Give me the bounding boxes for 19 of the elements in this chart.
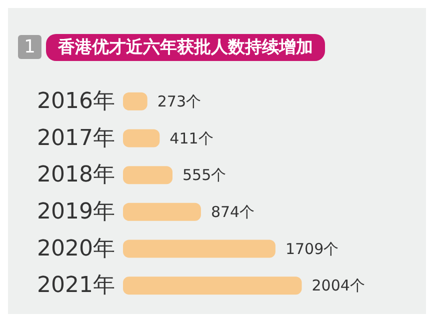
- data-label: 555个: [182, 166, 226, 184]
- bar: [123, 129, 160, 148]
- bar: [123, 166, 173, 184]
- data-label: 2004个: [312, 276, 365, 295]
- text: 1: [24, 36, 36, 58]
- bar: [123, 276, 302, 295]
- data-label: 1709个: [285, 240, 339, 258]
- y-tick-label: 2020年: [37, 236, 115, 262]
- y-tick-label: 2019年: [37, 199, 115, 224]
- data-label: 874个: [210, 202, 255, 221]
- y-tick-label: 2018年: [37, 162, 115, 188]
- data-label: 273个: [157, 92, 201, 110]
- chart-title: 香港优才近六年获批人数持续增加: [57, 38, 313, 58]
- data-label: 411个: [170, 129, 214, 148]
- y-tick-label: 2016年: [37, 88, 115, 114]
- bar: [123, 202, 201, 221]
- y-tick-label: 2021年: [37, 273, 115, 298]
- bar: [123, 240, 276, 258]
- y-tick-label: 2017年: [37, 126, 115, 151]
